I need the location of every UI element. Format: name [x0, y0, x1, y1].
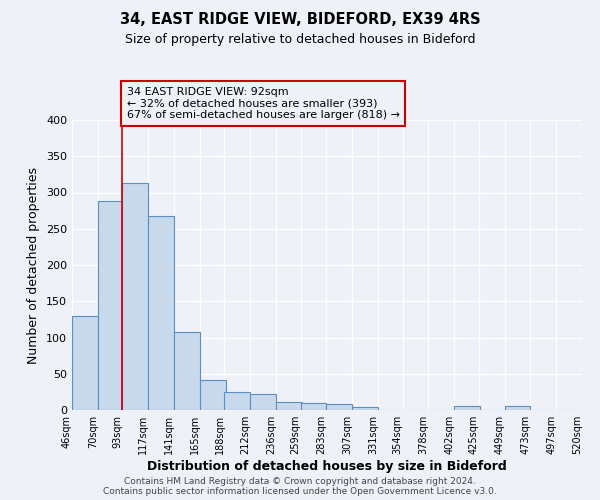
Bar: [326, 404, 352, 410]
Bar: [200, 380, 226, 410]
Bar: [174, 332, 200, 410]
Bar: [505, 406, 530, 410]
Bar: [454, 406, 480, 410]
Bar: [224, 392, 250, 410]
Bar: [301, 403, 326, 410]
Text: 34 EAST RIDGE VIEW: 92sqm
← 32% of detached houses are smaller (393)
67% of semi: 34 EAST RIDGE VIEW: 92sqm ← 32% of detac…: [127, 87, 400, 120]
Bar: [122, 183, 148, 410]
Bar: [148, 216, 174, 410]
Bar: [250, 394, 276, 410]
X-axis label: Distribution of detached houses by size in Bideford: Distribution of detached houses by size …: [147, 460, 507, 473]
Y-axis label: Number of detached properties: Number of detached properties: [28, 166, 40, 364]
Bar: [72, 316, 98, 410]
Bar: [352, 407, 378, 410]
Bar: [276, 402, 302, 410]
Text: Contains public sector information licensed under the Open Government Licence v3: Contains public sector information licen…: [103, 486, 497, 496]
Text: Contains HM Land Registry data © Crown copyright and database right 2024.: Contains HM Land Registry data © Crown c…: [124, 476, 476, 486]
Text: 34, EAST RIDGE VIEW, BIDEFORD, EX39 4RS: 34, EAST RIDGE VIEW, BIDEFORD, EX39 4RS: [119, 12, 481, 28]
Bar: [98, 201, 124, 410]
Text: Size of property relative to detached houses in Bideford: Size of property relative to detached ho…: [125, 32, 475, 46]
